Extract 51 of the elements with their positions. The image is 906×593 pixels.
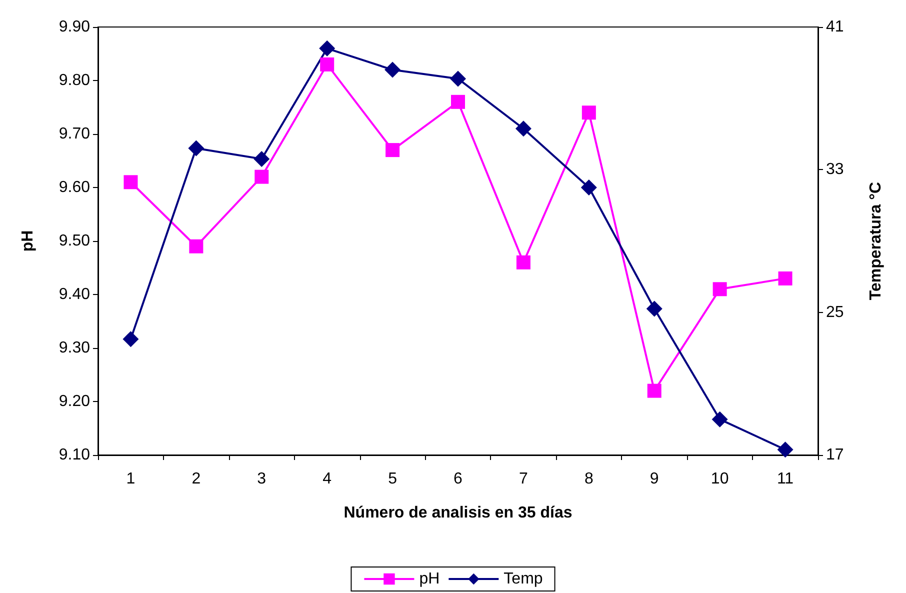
x-tick-label: 8: [584, 470, 594, 488]
y-tick-label: 9.90: [58, 18, 90, 36]
point: [384, 62, 401, 78]
y-tick-label: 9.40: [58, 286, 90, 303]
x-tick-label: 10: [710, 470, 729, 488]
x-tick-label: 7: [519, 470, 528, 488]
point: [515, 120, 532, 137]
point: [320, 57, 334, 72]
y-tick-label: 9.30: [58, 340, 90, 356]
x-axis-title: Número de analisis en 35 días: [344, 504, 572, 522]
point: [451, 94, 465, 109]
legend-label: pH: [419, 570, 440, 588]
y-tick-label: 9.70: [58, 126, 90, 142]
point: [319, 40, 336, 56]
x-tick-label: 3: [257, 470, 266, 488]
y2-tick-label: 41: [826, 18, 844, 36]
x-tick-label: 9: [650, 470, 659, 488]
point: [450, 70, 466, 87]
y-tick-label: 9.20: [58, 393, 90, 410]
point: [647, 384, 662, 398]
x-tick-label: 1: [126, 470, 136, 488]
point: [254, 150, 270, 167]
x-tick-label: 2: [192, 470, 201, 488]
point: [777, 442, 794, 458]
point: [646, 300, 662, 317]
point: [778, 271, 792, 286]
y2-tick-label: 25: [826, 304, 844, 321]
y-tick-label: 9.10: [58, 446, 90, 464]
point: [712, 282, 727, 296]
point: [516, 255, 530, 270]
x-tick-label: 5: [388, 470, 398, 488]
x-tick-label: 6: [454, 470, 463, 488]
y-tick-label: 9.80: [58, 72, 90, 89]
legend-label: Temp: [504, 570, 543, 588]
point: [189, 239, 204, 254]
x-tick-label: 11: [776, 470, 794, 488]
point: [122, 331, 139, 348]
y-tick-label: 9.50: [58, 232, 90, 250]
y2-axis-title: Temperatura °C: [868, 181, 884, 300]
point: [580, 180, 597, 196]
y2-tick-label: 33: [826, 161, 844, 178]
point: [386, 143, 400, 158]
y-tick-label: 9.60: [58, 179, 90, 196]
y2-tick-label: 17: [826, 446, 844, 464]
point: [582, 106, 596, 120]
point: [124, 175, 138, 190]
y-axis-title: pH: [20, 230, 36, 252]
point: [254, 170, 269, 184]
point: [712, 411, 728, 428]
point: [188, 140, 204, 156]
x-tick-label: 4: [322, 470, 332, 488]
